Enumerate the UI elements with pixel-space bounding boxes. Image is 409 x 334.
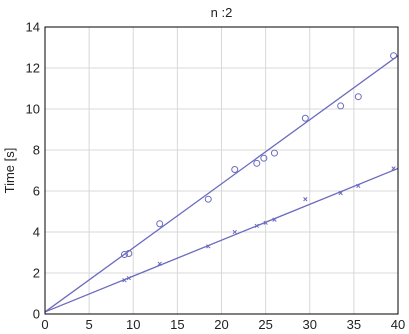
data-point-x <box>272 217 277 222</box>
data-point-circle <box>337 102 345 110</box>
data-point-x <box>254 223 259 229</box>
y-tick-label: 0 <box>33 307 40 322</box>
series-1 <box>44 52 399 313</box>
tick-labels: 0 5 10 15 20 25 30 35 40 0 2 4 6 8 10 12 14 <box>26 20 406 333</box>
data-point-x <box>263 220 268 225</box>
data-point-x <box>356 183 361 189</box>
data-point-x <box>157 261 162 266</box>
data-point-x <box>303 197 308 202</box>
data-point-circle <box>204 195 212 203</box>
data-point-x <box>391 166 396 171</box>
chart-title: n :2 <box>211 5 233 20</box>
data-point-circle <box>120 251 128 259</box>
data-point-circle <box>125 250 133 258</box>
x-tick-label: 30 <box>303 317 317 332</box>
x-tick-label: 25 <box>258 317 272 332</box>
data-point-x <box>338 190 343 196</box>
data-point-circle <box>231 165 239 173</box>
series-2 <box>44 166 399 313</box>
y-tick-label: 8 <box>33 143 40 158</box>
data-point-circle <box>253 159 261 167</box>
y-axis-title: Time [s] <box>2 148 17 194</box>
data-point-circle <box>354 93 362 101</box>
y-tick-label: 12 <box>26 61 40 76</box>
grid <box>44 26 399 315</box>
x-tick-label: 0 <box>41 317 48 332</box>
data-point-circle <box>390 52 398 60</box>
data-point-circle <box>270 149 278 157</box>
data-point-circle <box>260 154 268 162</box>
series-2-fit-line <box>44 167 399 313</box>
data-point-x <box>122 278 127 283</box>
data-point-x <box>206 244 211 249</box>
data-point-x <box>126 275 131 281</box>
plot-frame <box>44 26 399 315</box>
data-point-circle <box>156 220 164 228</box>
y-tick-label: 2 <box>33 266 40 281</box>
x-tick-label: 10 <box>126 317 140 332</box>
x-tick-label: 20 <box>214 317 228 332</box>
data-point-circle <box>301 114 309 122</box>
data-point-x <box>232 229 237 235</box>
x-tick-label: 5 <box>86 317 93 332</box>
y-tick-label: 6 <box>33 184 40 199</box>
x-tick-label: 15 <box>170 317 184 332</box>
y-tick-label: 4 <box>33 225 40 240</box>
y-tick-label: 10 <box>26 102 40 117</box>
x-tick-label: 35 <box>347 317 361 332</box>
y-tick-label: 14 <box>26 20 40 35</box>
series <box>44 52 399 313</box>
series-1-fit-line <box>44 55 399 313</box>
x-tick-label: 40 <box>391 317 405 332</box>
